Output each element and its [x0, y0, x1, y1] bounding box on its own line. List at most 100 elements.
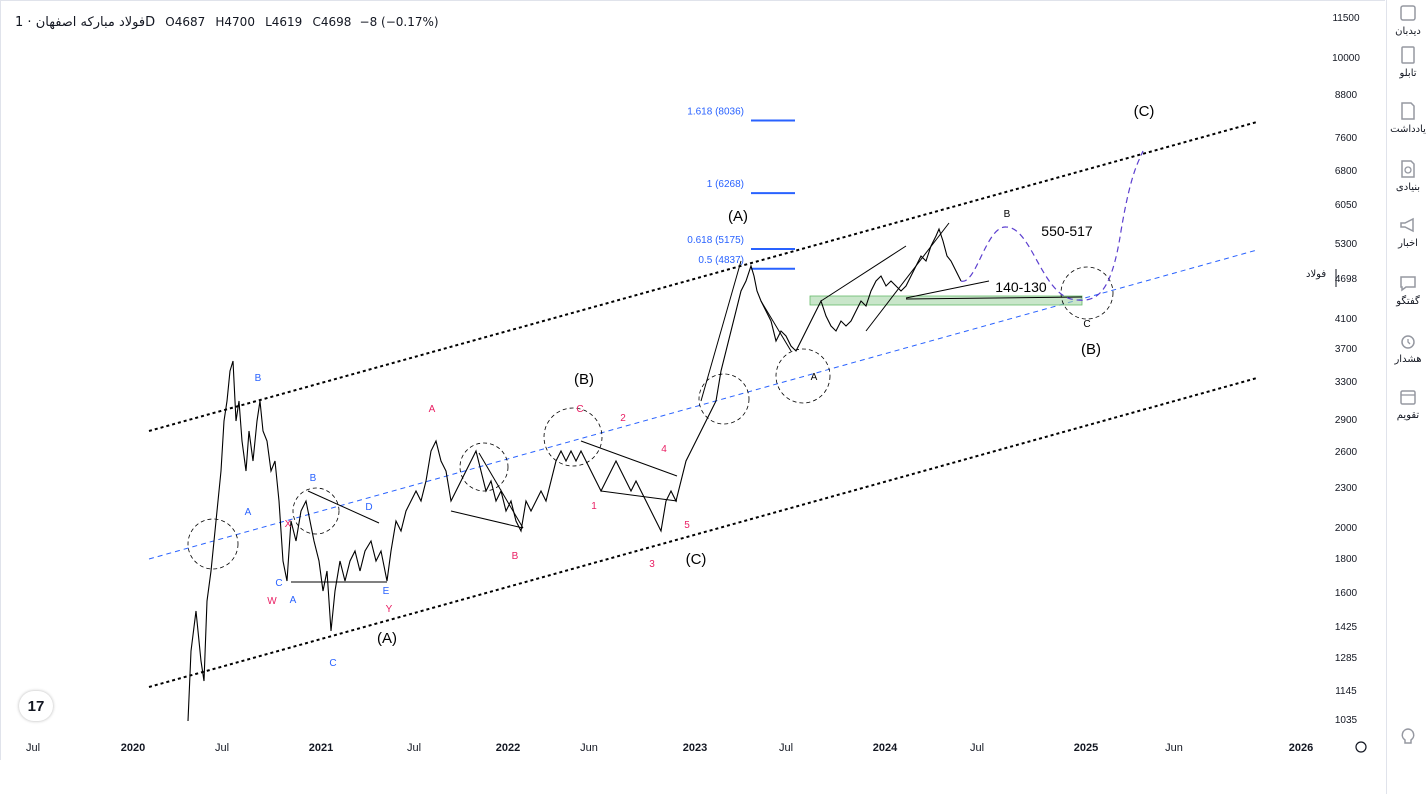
- wave-label-pink: W: [267, 596, 277, 607]
- wave-circle: [459, 442, 509, 492]
- interval[interactable]: 1D: [15, 15, 156, 30]
- wave-label-major: (A): [377, 630, 397, 647]
- alarm-icon: [1401, 335, 1415, 349]
- time-axis-label: Jul: [407, 742, 421, 754]
- close-value: C4698: [312, 15, 352, 29]
- pattern-line: [580, 440, 678, 477]
- price-axis-label: 1600: [1335, 588, 1358, 599]
- pattern-line: [905, 296, 1083, 300]
- rail-label: دیدبان: [1395, 26, 1421, 37]
- wave-label-pink: 2: [620, 413, 626, 424]
- channel-lower-line: [148, 377, 1258, 688]
- time-axis-label: 2025: [1074, 742, 1098, 754]
- time-axis-label: Jun: [1165, 742, 1183, 754]
- search-doc-icon: [1401, 160, 1415, 178]
- wave-label-pink: 5: [684, 520, 690, 531]
- time-axis-label: Jul: [970, 742, 984, 754]
- wave-label-blue: E: [383, 586, 390, 597]
- pattern-line: [478, 452, 524, 529]
- chat-icon: [1400, 276, 1416, 292]
- pattern-line: [905, 280, 990, 299]
- settings-gear-icon: [1355, 741, 1367, 753]
- annotation-target-range: 550-517: [1041, 223, 1093, 239]
- rail-label: گفتگو: [1396, 296, 1420, 307]
- projection-path: [960, 150, 1144, 301]
- wave-circle: [292, 487, 340, 535]
- wave-label-major: (A): [728, 208, 748, 225]
- price-axis-label: 2900: [1335, 415, 1358, 426]
- fib-level-label: 0.5 (4837): [698, 255, 744, 266]
- logo-text: 17: [27, 697, 45, 715]
- price-axis-label: 1425: [1335, 622, 1358, 633]
- rail-label: بنیادی: [1395, 182, 1421, 193]
- low-value: L4619: [265, 15, 303, 29]
- rail-ideas[interactable]: [1387, 726, 1428, 748]
- wave-label-pink: A: [429, 404, 436, 415]
- pattern-line: [865, 222, 950, 332]
- wave-circle: [698, 373, 750, 425]
- wave-label-pink: 4: [661, 444, 667, 455]
- wave-label-future: B: [1004, 209, 1011, 220]
- pattern-line: [700, 260, 742, 402]
- time-axis-label: Jul: [215, 742, 229, 754]
- time-axis-label: 2024: [873, 742, 898, 754]
- pattern-line: [820, 245, 907, 302]
- time-axis-label: 2023: [683, 742, 707, 754]
- price-tag: فولاد: [1306, 269, 1326, 280]
- time-axis-label: 2026: [1289, 742, 1313, 754]
- price-axis-label: 4698: [1335, 274, 1358, 285]
- rail-calendar[interactable]: تقویم: [1387, 386, 1428, 421]
- rail-label: هشدار: [1394, 354, 1422, 365]
- price-tag-symbol: فولاد: [1306, 269, 1327, 280]
- time-axis-label: 2020: [121, 742, 145, 754]
- price-axis-label: 8800: [1335, 90, 1358, 101]
- chart-area[interactable]: 11500 10000 8800 7600 6800 6050 5300 4698 4100 37…: [0, 0, 1385, 760]
- rail-label: تابلو: [1399, 68, 1417, 79]
- lightbulb-icon: [1401, 728, 1415, 744]
- price-chart[interactable]: 11500 10000 8800 7600 6800 6050 5300 4698 4100 37…: [1, 1, 1385, 760]
- wave-label-major: (C): [686, 551, 707, 568]
- fib-level-label: 1 (6268): [707, 179, 744, 190]
- price-axis-label: 4100: [1335, 314, 1358, 325]
- time-axis-label: 2021: [309, 742, 333, 754]
- wave-label-pink: X: [285, 519, 292, 530]
- price-axis-label: 10000: [1332, 53, 1360, 64]
- rail-news[interactable]: اخبار: [1387, 214, 1428, 249]
- wave-label-major: (B): [1081, 341, 1101, 358]
- wave-label-pink: 1: [591, 501, 597, 512]
- price-axis-label: 1145: [1335, 686, 1357, 697]
- rail-board[interactable]: تابلو: [1387, 44, 1428, 79]
- rail-label: اخبار: [1398, 238, 1418, 249]
- change-value: −8 (−0.17%): [359, 15, 439, 29]
- tradingview-logo[interactable]: 17: [19, 691, 53, 721]
- price-axis-label: 6050: [1335, 200, 1358, 211]
- symbol-name[interactable]: فولاد مبارکه اصفهان: [35, 15, 146, 30]
- rail-chat[interactable]: گفتگو: [1387, 272, 1428, 307]
- wave-label-blue: C: [275, 578, 282, 589]
- wave-circle: [775, 348, 831, 404]
- channel-upper-line: [148, 121, 1258, 432]
- rail-alert[interactable]: هشدار: [1387, 330, 1428, 365]
- price-series: [187, 227, 962, 722]
- wave-circle: [1060, 266, 1114, 320]
- watchlist-icon: [1400, 5, 1416, 21]
- pattern-line: [760, 300, 792, 352]
- rail-notes[interactable]: یادداشت: [1387, 100, 1428, 135]
- wave-label-pink: C: [576, 404, 583, 415]
- time-axis-label: Jul: [779, 742, 793, 754]
- price-axis-label: 6800: [1335, 166, 1358, 177]
- wave-label-major: (C): [1134, 103, 1155, 120]
- price-axis-label: 3300: [1335, 377, 1358, 388]
- pattern-line: [600, 490, 678, 502]
- rail-watchlist[interactable]: دیدبان: [1387, 2, 1428, 37]
- time-axis-label: Jun: [580, 742, 598, 754]
- time-axis-label: 2022: [496, 742, 520, 754]
- megaphone-icon: [1400, 217, 1414, 233]
- wave-label-pink: B: [512, 551, 519, 562]
- wave-label-future: C: [1083, 319, 1090, 330]
- rail-fundamental[interactable]: بنیادی: [1387, 158, 1428, 193]
- wave-label-pink: Y: [386, 604, 393, 615]
- right-toolbar: دیدبان تابلو یادداشت بنیادی اخبار گفتگو …: [1386, 0, 1428, 794]
- wave-label-blue: A: [245, 507, 252, 518]
- wave-circle: [187, 518, 239, 570]
